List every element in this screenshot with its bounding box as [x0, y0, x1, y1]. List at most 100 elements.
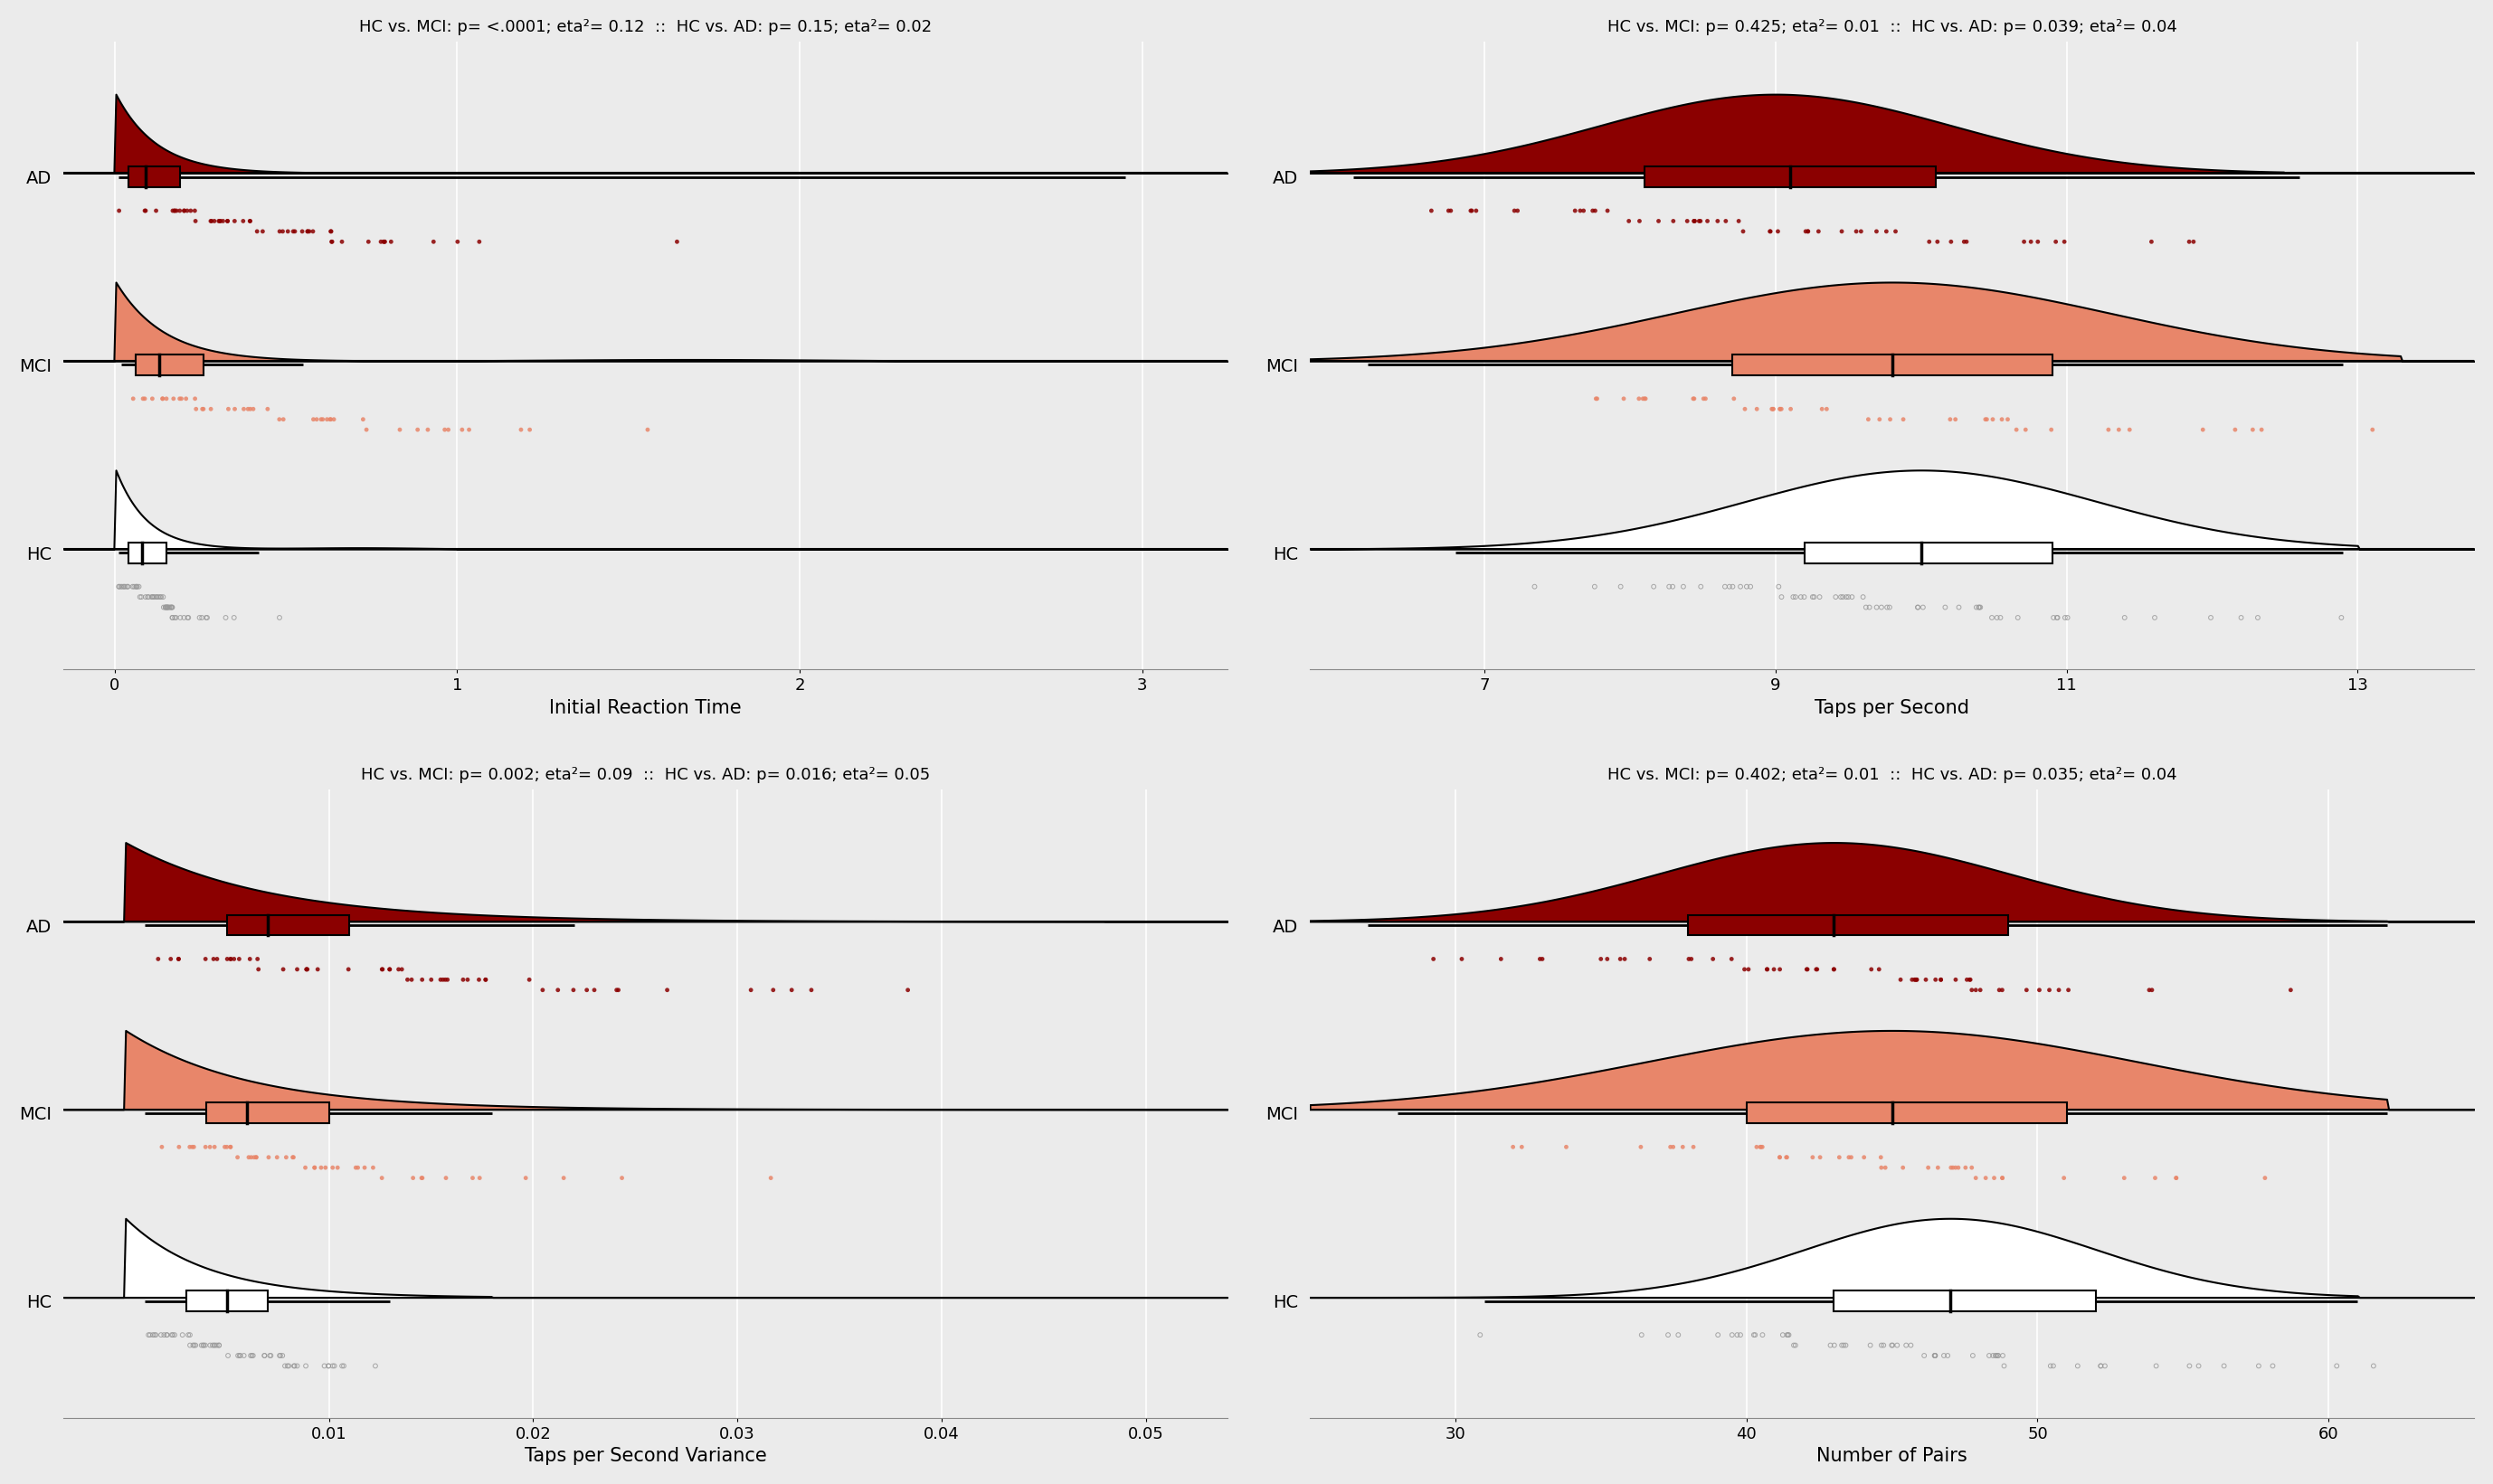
Point	[1713, 1324, 1753, 1347]
Point	[237, 947, 277, 971]
Point	[2037, 230, 2077, 254]
Point	[1705, 574, 1745, 598]
Point	[1601, 574, 1640, 598]
Point	[2246, 1166, 2286, 1190]
Point	[150, 595, 189, 619]
Point	[1940, 595, 1979, 619]
Point	[197, 1333, 237, 1356]
Point	[1917, 1156, 1957, 1180]
Point	[1523, 947, 1563, 971]
Point	[2032, 1353, 2072, 1377]
Point	[1653, 574, 1693, 598]
Point	[264, 1353, 304, 1377]
Point	[361, 1166, 401, 1190]
Point	[100, 199, 140, 223]
Point	[1688, 209, 1728, 233]
Point	[192, 1333, 232, 1356]
Point	[184, 1333, 224, 1356]
Point	[294, 408, 334, 432]
Point	[130, 1324, 170, 1347]
Point	[160, 947, 199, 971]
Point	[142, 387, 182, 411]
Point	[421, 968, 461, 991]
Bar	[130, 166, 179, 187]
Point	[112, 387, 152, 411]
Point	[1974, 1166, 2014, 1190]
Point	[1825, 1333, 1865, 1356]
Point	[2104, 605, 2144, 629]
Point	[524, 978, 563, 1002]
Point	[229, 947, 269, 971]
Point	[1620, 1324, 1660, 1347]
Point	[1451, 199, 1491, 223]
Point	[1905, 1343, 1945, 1367]
Point	[1578, 387, 1618, 411]
Point	[142, 387, 182, 411]
Point	[274, 220, 314, 243]
Bar	[1805, 543, 2052, 562]
Point	[2169, 230, 2209, 254]
Point	[1787, 220, 1827, 243]
Point	[1441, 947, 1481, 971]
Point	[1625, 387, 1665, 411]
Point	[105, 574, 145, 598]
Point	[361, 957, 401, 981]
Point	[1668, 209, 1708, 233]
Point	[2321, 605, 2361, 629]
Point	[167, 387, 207, 411]
Point	[596, 978, 636, 1002]
Point	[1959, 595, 1999, 619]
Title: HC vs. MCI: p= 0.425; eta²= 0.01  ::  HC vs. AD: p= 0.039; eta²= 0.04: HC vs. MCI: p= 0.425; eta²= 0.01 :: HC v…	[1608, 19, 2176, 36]
Point	[100, 574, 140, 598]
Point	[344, 1156, 384, 1180]
Point	[381, 957, 421, 981]
Bar	[1688, 914, 2009, 935]
Point	[175, 209, 214, 233]
Point	[145, 595, 184, 619]
Bar	[130, 543, 167, 562]
Point	[105, 574, 145, 598]
Point	[117, 574, 157, 598]
Point	[1723, 220, 1763, 243]
Point	[232, 1146, 272, 1169]
Point	[1498, 199, 1538, 223]
Point	[337, 1156, 376, 1180]
Point	[217, 1343, 257, 1367]
Point	[219, 1343, 259, 1367]
X-axis label: Taps per Second: Taps per Second	[1815, 699, 1969, 717]
Point	[2044, 230, 2084, 254]
Point	[1977, 1343, 2017, 1367]
Point	[1698, 209, 1738, 233]
Point	[369, 957, 409, 981]
Point	[1842, 220, 1882, 243]
Point	[1785, 585, 1825, 608]
Point	[175, 1333, 214, 1356]
Point	[192, 398, 232, 421]
Point	[304, 1353, 344, 1377]
Point	[207, 209, 247, 233]
Point	[1915, 1343, 1955, 1367]
Point	[411, 968, 451, 991]
Point	[2034, 1353, 2074, 1377]
Point	[294, 1156, 334, 1180]
Point	[199, 209, 239, 233]
Point	[2049, 978, 2089, 1002]
Point	[157, 199, 197, 223]
Point	[1725, 398, 1765, 421]
Point	[424, 968, 464, 991]
Point	[212, 947, 252, 971]
Point	[1935, 1156, 1974, 1180]
Point	[426, 968, 466, 991]
Point	[309, 1353, 349, 1377]
Point	[1982, 1166, 2022, 1190]
Point	[1950, 968, 1989, 991]
Point	[2216, 418, 2256, 442]
Point	[426, 968, 466, 991]
Point	[1959, 595, 1999, 619]
Point	[1753, 398, 1792, 421]
Point	[1932, 1156, 1972, 1180]
Point	[888, 978, 927, 1002]
Point	[1972, 1343, 2012, 1367]
Point	[401, 968, 441, 991]
Point	[302, 408, 342, 432]
